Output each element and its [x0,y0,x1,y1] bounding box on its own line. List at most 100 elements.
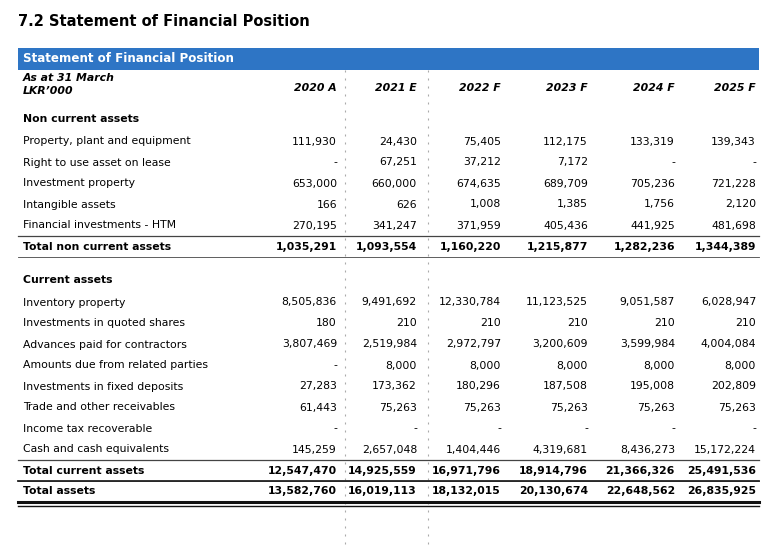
Text: Investment property: Investment property [23,179,135,189]
Text: 210: 210 [396,319,417,329]
Text: 689,709: 689,709 [543,179,588,189]
Text: 187,508: 187,508 [543,381,588,391]
Text: 1,282,236: 1,282,236 [613,241,675,251]
Text: 12,330,784: 12,330,784 [439,297,501,307]
Text: 1,008: 1,008 [470,199,501,209]
Text: Total current assets: Total current assets [23,466,145,476]
Text: 75,405: 75,405 [463,137,501,147]
Text: 371,959: 371,959 [456,220,501,230]
Text: -: - [671,423,675,433]
Text: 2024 F: 2024 F [633,83,675,93]
Text: 9,491,692: 9,491,692 [362,297,417,307]
Text: Cash and cash equivalents: Cash and cash equivalents [23,445,169,455]
Text: 210: 210 [567,319,588,329]
Text: 18,914,796: 18,914,796 [519,466,588,476]
Bar [18,48,759,70]
Text: 180,296: 180,296 [456,381,501,391]
Text: 75,263: 75,263 [379,402,417,412]
Text: 441,925: 441,925 [630,220,675,230]
Text: 8,436,273: 8,436,273 [620,445,675,455]
Text: 16,971,796: 16,971,796 [432,466,501,476]
Text: 210: 210 [654,319,675,329]
Text: 75,263: 75,263 [637,402,675,412]
Text: -: - [497,423,501,433]
Text: -: - [333,158,337,168]
Text: 67,251: 67,251 [379,158,417,168]
Text: Intangible assets: Intangible assets [23,199,116,209]
Text: 37,212: 37,212 [463,158,501,168]
Text: 4,319,681: 4,319,681 [533,445,588,455]
Text: 7,172: 7,172 [557,158,588,168]
Text: 1,215,877: 1,215,877 [527,241,588,251]
Text: 2,972,797: 2,972,797 [446,340,501,350]
Text: 24,430: 24,430 [379,137,417,147]
Text: Trade and other receivables: Trade and other receivables [23,402,175,412]
Text: Statement of Financial Position: Statement of Financial Position [23,53,234,65]
Text: 15,172,224: 15,172,224 [694,445,756,455]
Text: -: - [333,361,337,371]
Text: Advances paid for contractors: Advances paid for contractors [23,340,187,350]
Text: 2022 F: 2022 F [459,83,501,93]
Text: -: - [752,158,756,168]
Text: 8,000: 8,000 [385,361,417,371]
Text: 721,228: 721,228 [711,179,756,189]
Text: Current assets: Current assets [23,275,113,285]
Text: Investments in fixed deposits: Investments in fixed deposits [23,381,183,391]
Text: 1,344,389: 1,344,389 [695,241,756,251]
Text: Property, plant and equipment: Property, plant and equipment [23,137,190,147]
Text: 2023 F: 2023 F [546,83,588,93]
Text: 6,028,947: 6,028,947 [701,297,756,307]
Text: 8,000: 8,000 [643,361,675,371]
Text: 8,000: 8,000 [469,361,501,371]
Text: 22,648,562: 22,648,562 [606,487,675,497]
Text: 1,756: 1,756 [644,199,675,209]
Text: 139,343: 139,343 [711,137,756,147]
Text: 112,175: 112,175 [543,137,588,147]
Text: 21,366,326: 21,366,326 [605,466,675,476]
Text: 341,247: 341,247 [372,220,417,230]
Text: 705,236: 705,236 [630,179,675,189]
Text: 674,635: 674,635 [456,179,501,189]
Text: 3,807,469: 3,807,469 [282,340,337,350]
Text: 202,809: 202,809 [711,381,756,391]
Text: As at 31 March: As at 31 March [23,73,115,83]
Text: 180: 180 [316,319,337,329]
Text: 20,130,674: 20,130,674 [519,487,588,497]
Text: 2,519,984: 2,519,984 [362,340,417,350]
Text: 9,051,587: 9,051,587 [620,297,675,307]
Text: 8,000: 8,000 [725,361,756,371]
Text: 75,263: 75,263 [718,402,756,412]
Text: 75,263: 75,263 [463,402,501,412]
Text: Financial investments - HTM: Financial investments - HTM [23,220,176,230]
Text: 4,004,084: 4,004,084 [701,340,756,350]
Text: 16,019,113: 16,019,113 [348,487,417,497]
Text: 1,385: 1,385 [557,199,588,209]
Text: 1,093,554: 1,093,554 [356,241,417,251]
Text: 270,195: 270,195 [292,220,337,230]
Text: 18,132,015: 18,132,015 [432,487,501,497]
Text: 25,491,536: 25,491,536 [687,466,756,476]
Text: Inventory property: Inventory property [23,297,125,307]
Text: 195,008: 195,008 [630,381,675,391]
Text: 3,200,609: 3,200,609 [532,340,588,350]
Text: 2,657,048: 2,657,048 [362,445,417,455]
Text: 2,120: 2,120 [725,199,756,209]
Text: 8,000: 8,000 [556,361,588,371]
Text: 166: 166 [316,199,337,209]
Text: -: - [413,423,417,433]
Text: -: - [584,423,588,433]
Text: Non current assets: Non current assets [23,114,139,124]
Text: 3,599,984: 3,599,984 [620,340,675,350]
Text: 11,123,525: 11,123,525 [526,297,588,307]
Text: 111,930: 111,930 [292,137,337,147]
Text: 2020 A: 2020 A [294,83,337,93]
Text: 13,582,760: 13,582,760 [268,487,337,497]
Text: 210: 210 [480,319,501,329]
Text: 14,925,559: 14,925,559 [348,466,417,476]
Text: LKR’000: LKR’000 [23,86,74,96]
Text: Investments in quoted shares: Investments in quoted shares [23,319,185,329]
Text: -: - [752,423,756,433]
Text: Total non current assets: Total non current assets [23,241,171,251]
Text: 61,443: 61,443 [299,402,337,412]
Text: 27,283: 27,283 [299,381,337,391]
